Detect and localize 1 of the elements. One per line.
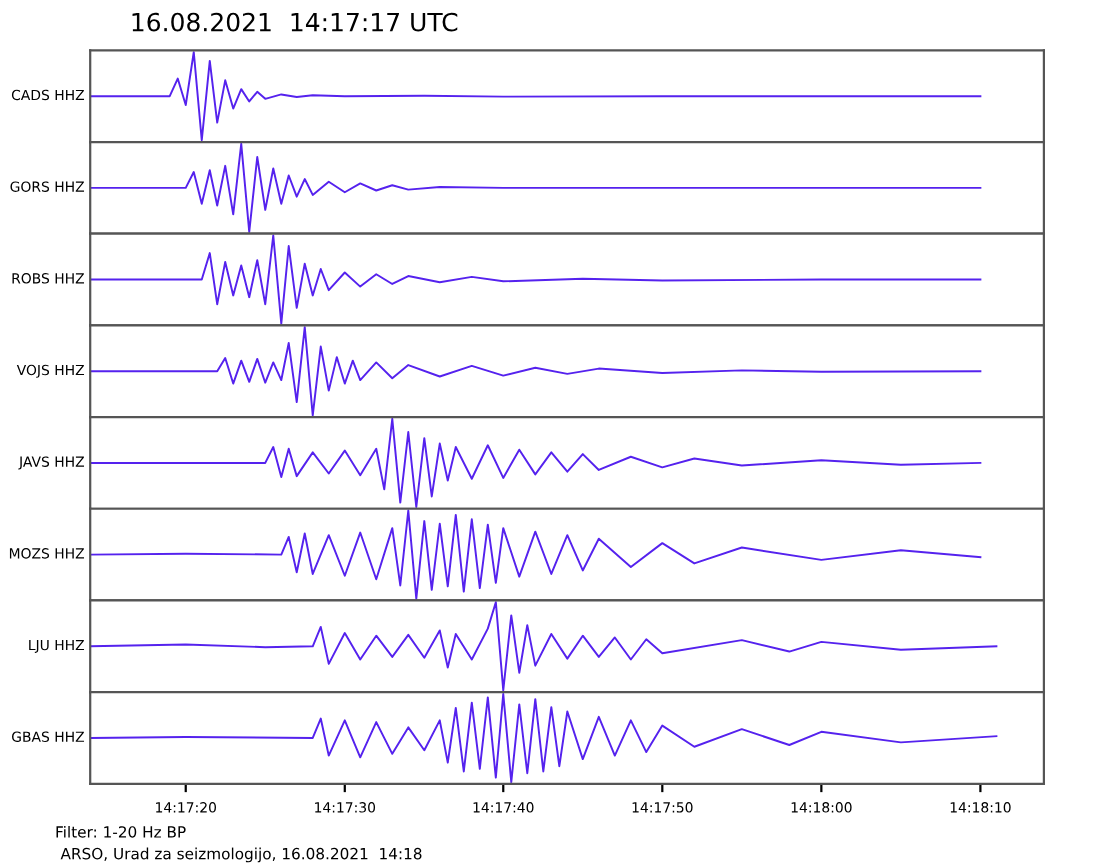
chart-title: 16.08.2021 14:17:17 UTC — [132, 12, 458, 32]
